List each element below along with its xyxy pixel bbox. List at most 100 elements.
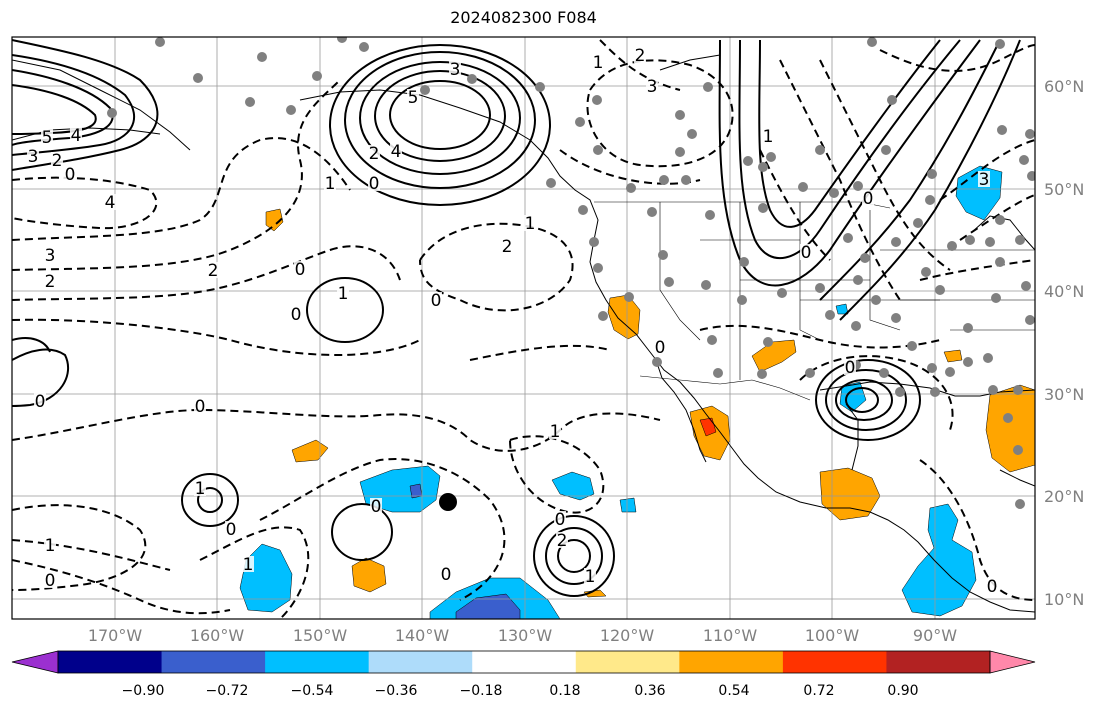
contour-label: 1 [243,555,254,575]
colorbar-segment [679,651,784,673]
contour-label: 2 [635,46,646,66]
contour-label: 1 [525,214,536,234]
contour-label: 3 [979,170,990,190]
contour-label-bg [44,273,56,289]
colorbar-segment [575,651,680,673]
contour-label-bg [368,145,380,161]
contour-label-bg [862,190,874,206]
colorbar-tick: 0.90 [887,683,919,699]
colorbar-segment [368,651,473,673]
coastlines [12,54,1035,613]
colorbar-extend-high [989,650,1036,674]
contour-label: 1 [593,53,604,73]
contour-label-bg [370,498,382,514]
contour-label-bg [242,556,254,572]
contour-label-bg [646,78,658,94]
center-marker [439,493,457,511]
contour-label: 3 [450,60,461,80]
colorbar-tick: −0.54 [290,683,334,699]
contour-label: 2 [369,144,380,164]
contour-label-bg [44,537,56,553]
solid-contours [12,39,1021,597]
contour-label: 4 [391,142,402,162]
shade-orange [265,208,284,232]
contour-label-bg [27,148,39,164]
contour-label: 0 [863,189,874,209]
contour-label-bg [762,128,774,144]
colorbar-tick: 0.72 [803,683,835,699]
contour-label-bg [407,89,419,105]
lat-label: 20°N [1044,487,1085,506]
contour-label-bg [337,285,349,301]
contour-label-bg [554,511,566,527]
lat-label: 60°N [1044,77,1085,96]
contour-label-bg [556,532,568,548]
contour-label: 4 [105,193,116,213]
contour-label-bg [634,47,646,63]
station-dots [107,37,1035,509]
contour-label-bg [592,54,604,70]
contour-label-bg [549,423,561,439]
shade-orange [351,557,387,593]
colorbar-tick: −0.36 [374,683,418,699]
shaded-fields [239,165,1035,619]
contour-label: 0 [45,571,56,591]
shade-orange [751,339,797,373]
colorbar [11,650,1036,674]
contour-label: 0 [291,305,302,325]
contour-label-bg [390,143,402,159]
contour-label-bg [225,521,237,537]
shade-cyan [901,503,977,617]
colorbar-segment [58,651,163,673]
contour-label: 1 [338,284,349,304]
contour-label-bg [104,194,116,210]
contour-label: 0 [431,291,442,311]
lon-label: 130°W [497,626,553,645]
shade-orange [607,294,641,340]
contour-label: 0 [295,260,306,280]
contour-label-bg [800,244,812,260]
contour-label-bg [44,247,56,263]
contour-label: 3 [45,246,56,266]
colorbar-outline [57,650,991,674]
plot-title: 2024082300 F084 [450,8,597,27]
contour-label-bg [194,398,206,414]
contour-label: 1 [45,536,56,556]
contour-label-bg [524,215,536,231]
contour-label: 0 [226,520,237,540]
political-borders [594,201,1035,401]
contour-label-bg [430,292,442,308]
lon-label: 160°W [189,626,245,645]
lon-label: 150°W [292,626,348,645]
contour-label: 2 [45,272,56,292]
contour-label: 4 [71,126,82,146]
contour-label-bg [34,393,46,409]
lat-label: 30°N [1044,385,1085,404]
colorbar-segment [782,651,887,673]
lon-label: 170°W [87,626,143,645]
contour-label-bg [294,261,306,277]
colorbar-tick: −0.72 [205,683,249,699]
contour-label: 1 [585,567,596,587]
contour-label-bg [290,306,302,322]
shade-orange [985,384,1035,473]
contour-label-bg [207,262,219,278]
dashed-contours [12,39,1035,619]
shade-orange [943,349,963,363]
contour-label: 0 [655,338,666,358]
contour-label-bg [584,568,596,584]
contour-label: 0 [371,497,382,517]
contour-label-bg [64,166,76,182]
lon-label: 90°W [912,626,958,645]
contour-label-bg [51,152,63,168]
contour-label-bg [440,566,452,582]
lon-label: 110°W [702,626,758,645]
contour-label: 3 [647,77,658,97]
contour-label: 1 [325,174,336,194]
colorbar-tick: −0.18 [459,683,503,699]
contour-label: 2 [208,261,219,281]
lat-label: 10°N [1044,590,1085,609]
colorbar-tick: 0.54 [718,683,750,699]
